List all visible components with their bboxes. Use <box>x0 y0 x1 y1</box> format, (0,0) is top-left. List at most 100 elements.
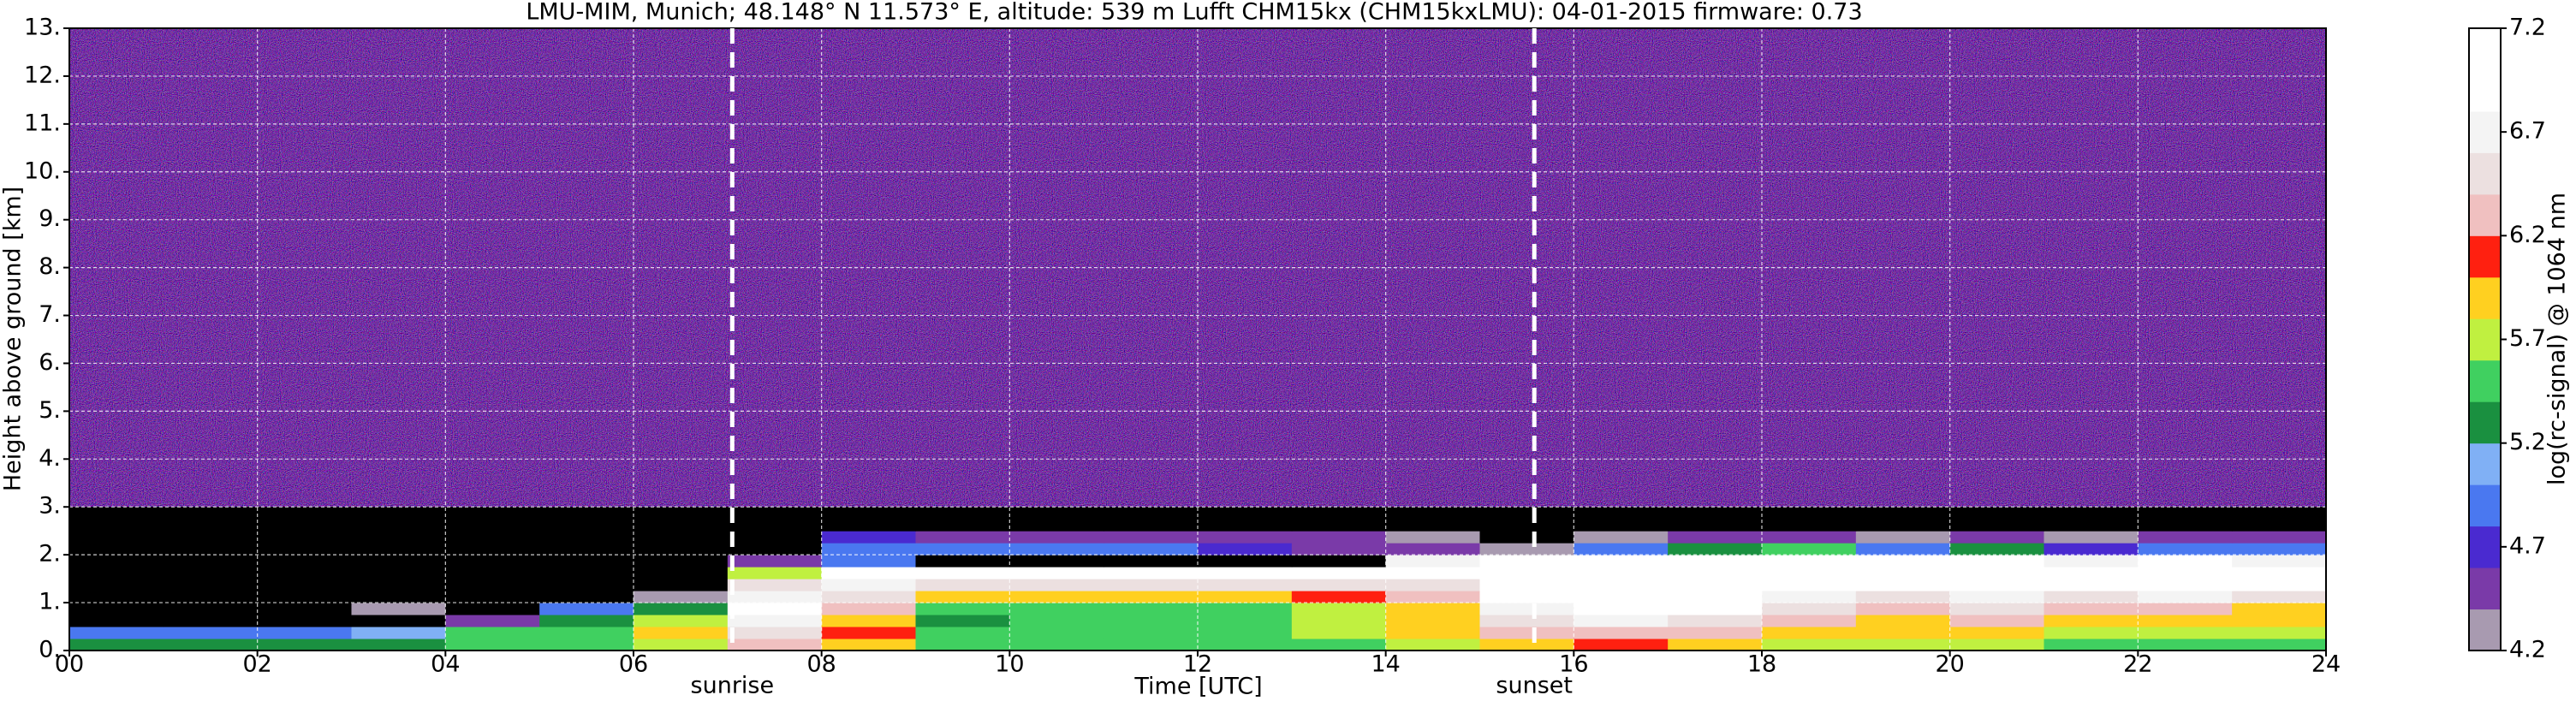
heatmap-cell <box>1574 543 1669 556</box>
heatmap-cell <box>821 591 916 603</box>
heatmap-cell <box>351 603 446 615</box>
heatmap-cell <box>1668 531 1763 544</box>
heatmap-cell <box>1855 555 1951 567</box>
heatmap-cell <box>1668 591 1763 603</box>
heatmap-cell <box>539 567 634 579</box>
heatmap-cell <box>69 507 164 532</box>
heatmap-cell <box>2138 543 2233 556</box>
heatmap-cell <box>1762 591 1857 603</box>
heatmap-cell <box>821 627 916 639</box>
heatmap-cell <box>257 579 352 591</box>
heatmap-cell <box>1291 507 1387 532</box>
y-tick-label: 10. <box>24 157 61 184</box>
heatmap-cell <box>69 591 164 603</box>
heatmap-cell <box>69 543 164 556</box>
heatmap-cell <box>351 579 446 591</box>
heatmap-cell <box>2138 615 2233 627</box>
heatmap-cell <box>915 615 1010 627</box>
x-tick-label: 10 <box>995 651 1024 678</box>
heatmap-cell <box>1104 615 1199 627</box>
heatmap-cell <box>1574 507 1669 532</box>
heatmap-cell <box>1949 615 2044 627</box>
heatmap-cell <box>445 627 540 639</box>
heatmap-cell <box>634 627 729 639</box>
heatmap-cell <box>2044 627 2139 639</box>
heatmap-cell <box>1479 639 1574 651</box>
heatmap-cell <box>1198 507 1293 532</box>
annotation-label: sunset <box>1496 673 1573 699</box>
heatmap-cell <box>351 543 446 556</box>
chart-title: LMU-MIM, Munich; 48.148° N 11.573° E, al… <box>526 0 1862 26</box>
heatmap-cell <box>1104 543 1199 556</box>
heatmap-cell <box>2232 591 2327 603</box>
heatmap-cell <box>539 555 634 567</box>
heatmap-cell <box>821 543 916 556</box>
x-tick-label: 00 <box>55 651 84 678</box>
heatmap-cell <box>1291 615 1387 627</box>
heatmap-cell <box>1762 603 1857 615</box>
colorbar-swatch <box>2469 69 2501 112</box>
heatmap-cell <box>1104 591 1199 603</box>
heatmap-cell <box>2044 555 2139 567</box>
y-tick-label: 11. <box>24 110 61 136</box>
heatmap-cell <box>1574 531 1669 544</box>
heatmap-cell <box>1198 531 1293 544</box>
heatmap-cell <box>727 615 823 627</box>
x-tick-label: 14 <box>1371 651 1400 678</box>
heatmap-cell <box>1949 591 2044 603</box>
heatmap-cell <box>1479 555 1574 567</box>
y-tick-label: 7. <box>39 301 61 328</box>
x-tick-label: 02 <box>242 651 271 678</box>
y-tick-label: 5. <box>39 397 61 424</box>
heatmap-cell <box>257 627 352 639</box>
heatmap-cell <box>445 507 540 532</box>
heatmap-cell <box>915 579 1010 591</box>
heatmap-cell <box>1668 627 1763 639</box>
heatmap-cell <box>351 639 446 651</box>
colorbar-tick-label: 5.7 <box>2509 325 2546 352</box>
heatmap-cell <box>634 591 729 603</box>
heatmap-cell <box>69 603 164 615</box>
heatmap-cell <box>539 615 634 627</box>
heatmap-cell <box>1479 531 1574 544</box>
heatmap-cell <box>1198 579 1293 591</box>
heatmap-cell <box>1104 507 1199 532</box>
y-tick-label: 0. <box>39 637 61 663</box>
heatmap-cell <box>351 531 446 544</box>
heatmap-cell <box>727 555 823 567</box>
heatmap-cell <box>821 507 916 532</box>
heatmap-cell <box>1855 507 1951 532</box>
heatmap-cell <box>2138 567 2233 579</box>
x-axis-label: Time [UTC] <box>1133 674 1262 700</box>
heatmap-cell <box>2044 603 2139 615</box>
colorbar-tick-label: 6.7 <box>2509 118 2546 145</box>
heatmap-cell <box>1855 591 1951 603</box>
heatmap-cell <box>1291 543 1387 556</box>
heatmap-cell <box>821 579 916 591</box>
heatmap-cell <box>2044 639 2139 651</box>
heatmap-cell <box>1009 627 1104 639</box>
heatmap-cell <box>2138 555 2233 567</box>
colorbar-tick-label: 4.7 <box>2509 532 2546 559</box>
heatmap-cell <box>1668 615 1763 627</box>
heatmap-cell <box>1198 567 1293 579</box>
heatmap-cell <box>1009 567 1104 579</box>
heatmap-cell <box>2232 543 2327 556</box>
heatmap-cell <box>1762 567 1857 579</box>
heatmap-cell <box>69 627 164 639</box>
heatmap-cell <box>1574 639 1669 651</box>
heatmap-cell <box>257 591 352 603</box>
heatmap-cell <box>915 507 1010 532</box>
colorbar-swatch <box>2469 235 2501 278</box>
heatmap-cell <box>1385 507 1480 532</box>
heatmap-cell <box>2138 579 2233 591</box>
heatmap-cell <box>445 639 540 651</box>
heatmap-cell <box>2044 579 2139 591</box>
colorbar-swatch <box>2469 567 2501 610</box>
heatmap-cell <box>351 507 446 532</box>
heatmap-cell <box>915 591 1010 603</box>
heatmap-cell <box>69 567 164 579</box>
colorbar-swatch <box>2469 193 2501 236</box>
heatmap-cell <box>1762 531 1857 544</box>
heatmap-cell <box>915 555 1010 567</box>
